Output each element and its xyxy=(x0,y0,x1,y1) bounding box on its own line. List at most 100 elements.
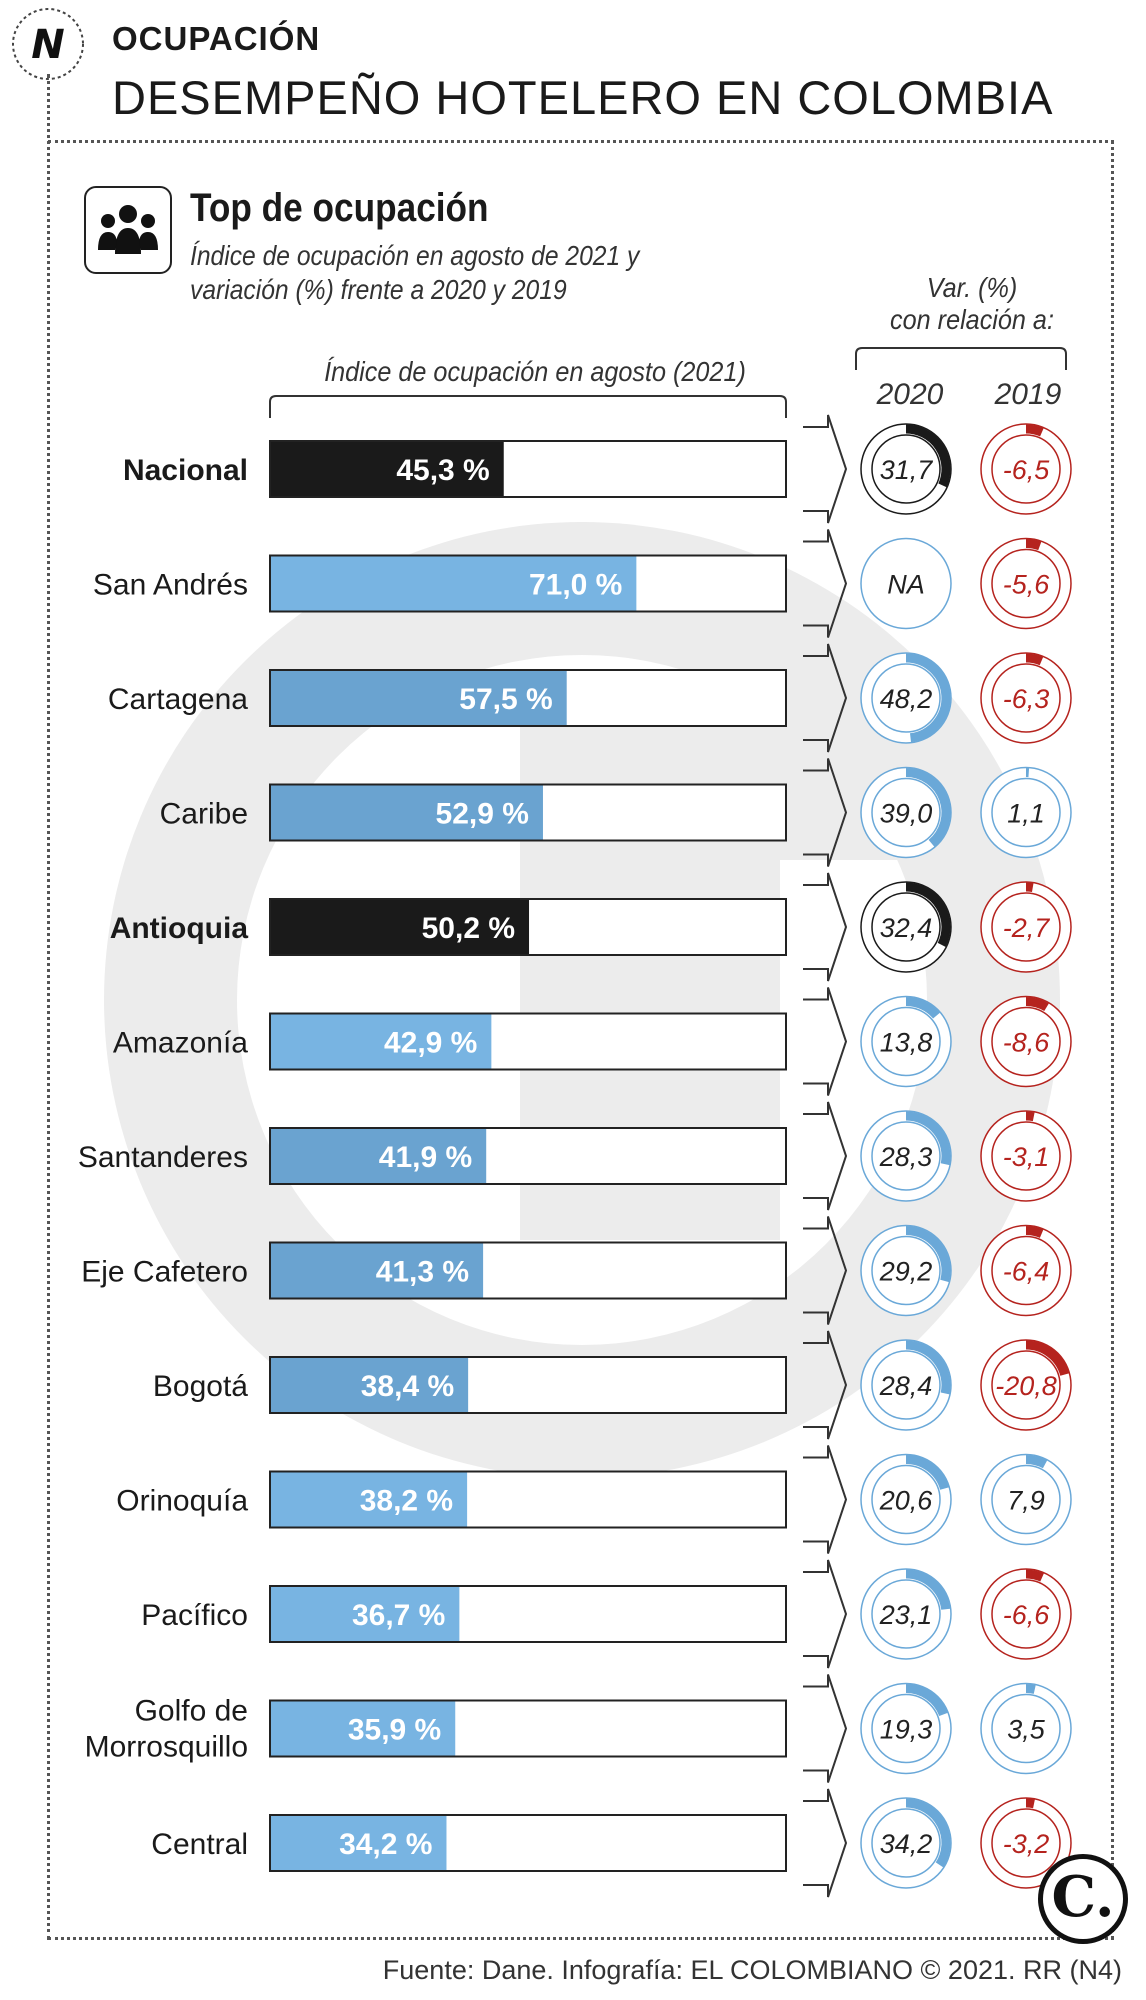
variation-ring-2019 xyxy=(980,766,1072,859)
variation-arc-2020 xyxy=(905,1684,948,1717)
variation-label-2020: 31,7 xyxy=(880,455,934,485)
variation-ring-2020 xyxy=(860,537,952,630)
variation-label-2019: 3,5 xyxy=(1007,1715,1046,1745)
kicker: OCUPACIÓN xyxy=(112,20,321,57)
variation-ring-2020 xyxy=(860,1224,952,1317)
variation-arc-2019 xyxy=(1025,539,1042,551)
variation-inner-ring xyxy=(991,1464,1061,1535)
category-label: Cartagena xyxy=(108,683,248,716)
bar xyxy=(271,1129,487,1183)
variation-label-2020: 20,6 xyxy=(879,1486,934,1516)
bar-header-bracket xyxy=(269,395,787,418)
variation-ring-2020 xyxy=(860,423,952,515)
bar-value-label: 71,0 % xyxy=(529,569,622,602)
bar-value-label: 45,3 % xyxy=(396,454,489,487)
variation-inner-ring xyxy=(871,663,941,733)
arrow-icon xyxy=(803,872,848,982)
bar xyxy=(271,671,567,725)
bar-value-label: 41,9 % xyxy=(379,1141,472,1174)
variation-label-2019: -3,1 xyxy=(1003,1142,1050,1172)
variation-label-2020: 23,1 xyxy=(879,1600,933,1630)
variation-label-2019: -6,4 xyxy=(1003,1257,1050,1287)
category-label: Orinoquía xyxy=(116,1485,248,1518)
variation-ring-2019 xyxy=(980,652,1072,744)
variation-inner-ring xyxy=(871,434,941,504)
variation-label-2020: 29,2 xyxy=(879,1257,933,1287)
section-title: Top de ocupación xyxy=(190,186,489,230)
variation-arc-2020 xyxy=(905,1111,951,1166)
variation-ring-2020 xyxy=(860,766,952,859)
variation-label-2020: 28,4 xyxy=(879,1371,933,1401)
people-group-icon xyxy=(84,186,172,274)
arrow-icon xyxy=(803,1101,848,1211)
variation-label-2020: 19,3 xyxy=(880,1715,933,1745)
bar xyxy=(271,1472,468,1527)
variation-inner-ring xyxy=(991,777,1061,848)
arrow-icon xyxy=(803,1788,848,1898)
variation-inner-ring xyxy=(991,1006,1061,1077)
variation-ring-2019 xyxy=(980,995,1072,1088)
bar-value-label: 50,2 % xyxy=(422,912,515,945)
arrow-icon xyxy=(803,758,848,867)
variation-inner-ring xyxy=(871,1121,941,1191)
variation-label-2019: -6,6 xyxy=(1003,1600,1051,1630)
category-label: Bogotá xyxy=(153,1370,248,1403)
variation-arc-2019 xyxy=(1025,882,1034,893)
arrow-icon xyxy=(803,414,848,524)
variation-inner-ring xyxy=(871,1693,941,1764)
variation-arc-2019 xyxy=(1025,1569,1044,1582)
variation-ring-2019 xyxy=(980,1224,1072,1317)
arrow-icon xyxy=(803,1559,848,1669)
variation-inner-ring xyxy=(991,1350,1061,1420)
variation-ring-2020 xyxy=(860,652,952,744)
variation-label-2019: -8,6 xyxy=(1003,1028,1051,1058)
variation-label-2019: -5,6 xyxy=(1003,570,1051,600)
bar xyxy=(271,556,637,611)
arrow-icon xyxy=(803,987,848,1096)
n-logo-icon: N xyxy=(12,8,84,80)
variation-inner-ring xyxy=(991,548,1061,619)
arrow-icon xyxy=(803,529,848,638)
variation-label-2020: NA xyxy=(887,570,925,600)
bar-value-label: 52,9 % xyxy=(436,798,529,831)
variation-inner-ring xyxy=(991,1808,1061,1878)
variation-ring-2019 xyxy=(980,881,1072,973)
variation-ring-2020 xyxy=(860,1682,952,1775)
variation-ring-2019 xyxy=(980,1339,1072,1431)
year-label-2019: 2019 xyxy=(994,378,1062,411)
variation-inner-ring xyxy=(871,892,941,962)
variation-arc-2019 xyxy=(1025,1798,1035,1809)
brand-logo: C. xyxy=(1038,1854,1128,1944)
variation-ring-2020 xyxy=(860,1797,952,1889)
bar xyxy=(271,785,543,840)
bar xyxy=(271,442,504,496)
variation-arc-2019 xyxy=(1025,1683,1036,1694)
bar-value-label: 57,5 % xyxy=(459,683,552,716)
variation-ring-2020 xyxy=(860,881,952,973)
arrow-icon xyxy=(803,1674,848,1783)
bar-value-label: 41,3 % xyxy=(376,1256,469,1289)
variation-ring-2019 xyxy=(980,423,1072,515)
variation-arc-2020 xyxy=(905,1455,949,1491)
bar-value-label: 35,9 % xyxy=(348,1714,441,1747)
variation-arc-2020 xyxy=(905,1340,951,1395)
variation-header-line-1: Var. (%) xyxy=(926,272,1018,303)
variation-arc-2020 xyxy=(905,1569,951,1610)
variation-arc-2019 xyxy=(1025,1340,1069,1376)
variation-ring-2020 xyxy=(860,1339,952,1431)
bar xyxy=(271,1243,484,1298)
variation-inner-ring xyxy=(991,1579,1061,1649)
variation-arc-2019 xyxy=(1025,1455,1048,1469)
category-label: Golfo de Morrosquillo xyxy=(85,1695,248,1764)
bar xyxy=(271,900,530,954)
variation-arc-2019 xyxy=(1025,1226,1044,1238)
variation-ring-2020 xyxy=(860,1453,952,1546)
variation-label-2019: 7,9 xyxy=(1007,1486,1045,1516)
variation-arc-2019 xyxy=(1025,424,1044,437)
category-label: Amazonía xyxy=(113,1027,248,1060)
variation-label-2020: 32,4 xyxy=(880,913,933,943)
variation-header-bracket xyxy=(855,347,1067,370)
variation-ring-2020 xyxy=(860,1110,952,1202)
subtitle-line-2: variación (%) frente a 2020 y 2019 xyxy=(190,274,567,305)
n-logo-letter: N xyxy=(31,22,64,68)
